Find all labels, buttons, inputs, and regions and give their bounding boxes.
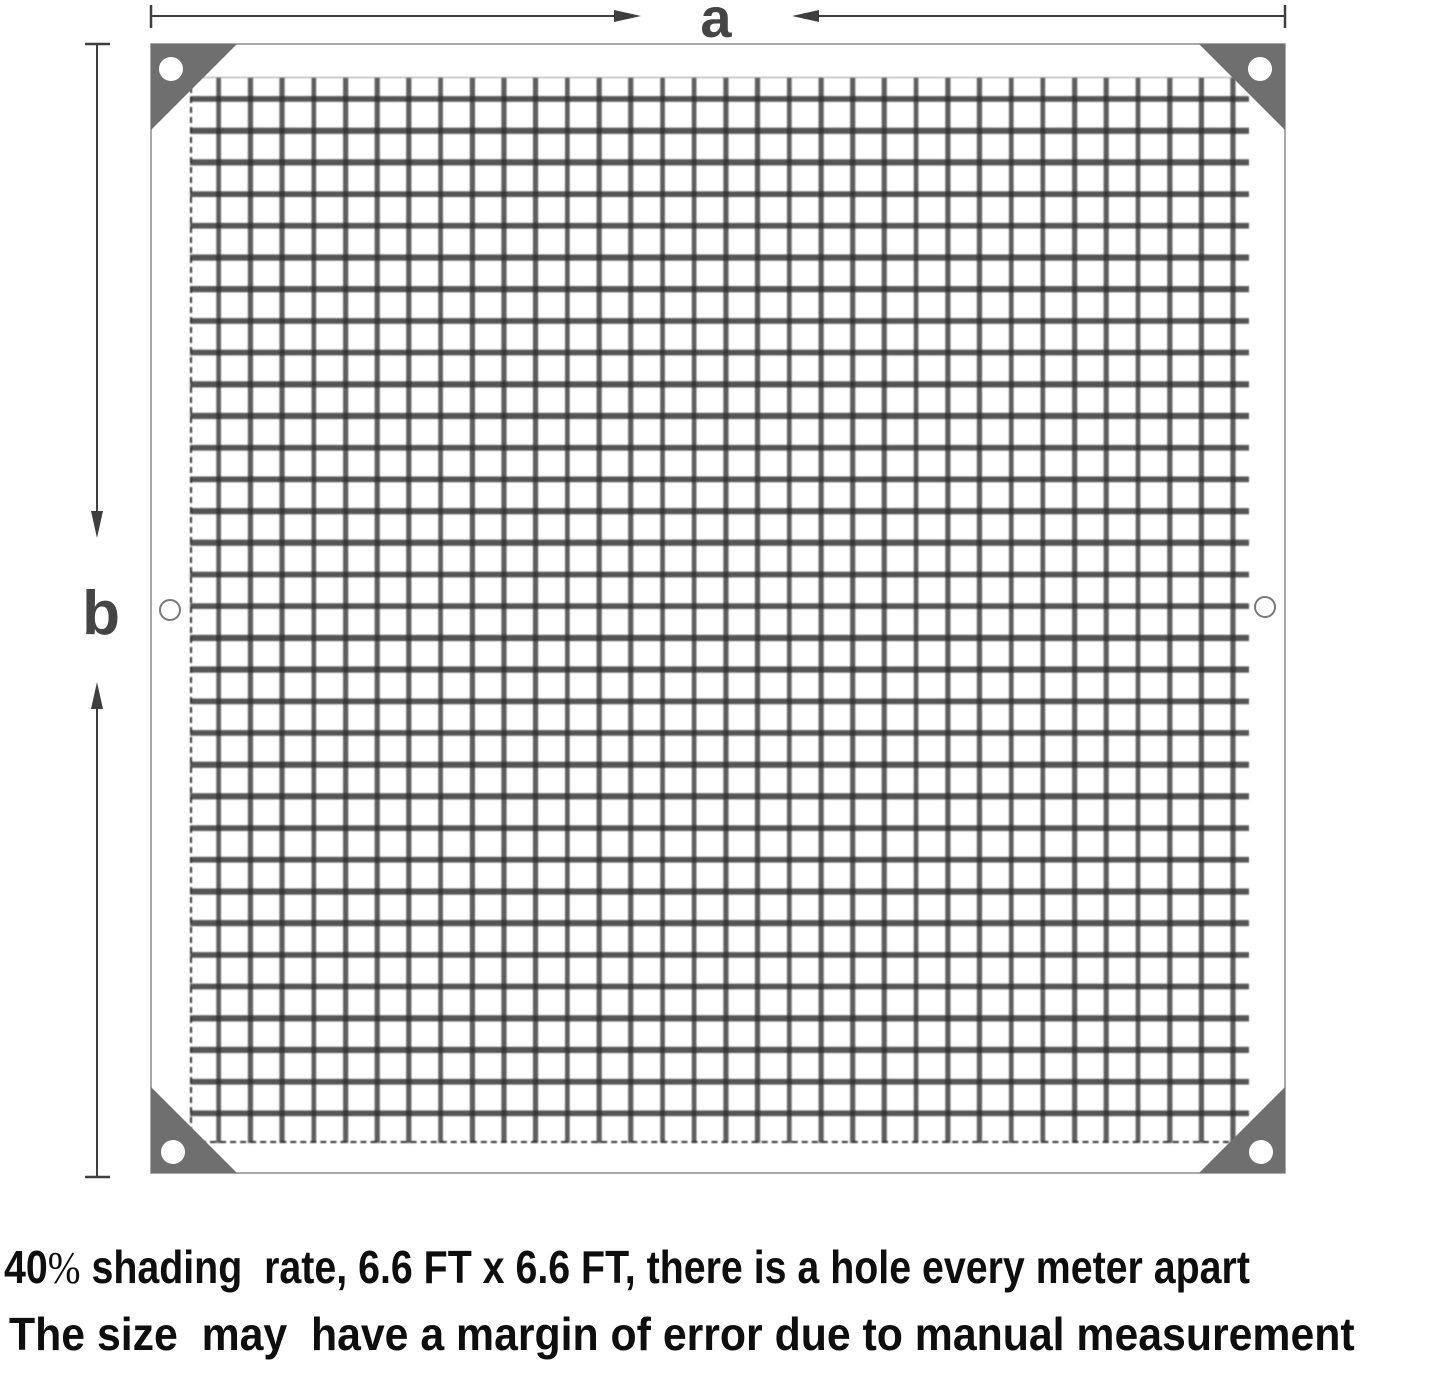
corner-patch-top-right: [1199, 44, 1285, 130]
grommet-hole-left-edge: [159, 599, 181, 621]
caption-line-2: The size may have a margin of error due …: [9, 1308, 1355, 1360]
dimension-a-right-arrowhead-icon: [614, 10, 641, 22]
dimension-a-left-arrowhead-icon: [792, 10, 819, 22]
grommet-hole-top-right: [1248, 57, 1272, 81]
dimension-b-label: b: [82, 579, 120, 648]
caption-shading-rate-text: shading rate, 6.6 FT x 6.6 FT, there is …: [80, 1241, 1250, 1293]
corner-patch-bottom-right: [1199, 1087, 1285, 1173]
caption-shading-rate-number: 40: [4, 1241, 48, 1293]
corner-patch-top-left: [151, 44, 237, 130]
shade-net-mesh: [190, 77, 1249, 1143]
caption-line-1: 40% shading rate, 6.6 FT x 6.6 FT, there…: [4, 1244, 1250, 1291]
grommet-hole-bottom-left: [161, 1140, 185, 1164]
dimension-b-down-arrowhead-icon: [91, 511, 103, 538]
dimension-a-label: a: [700, 0, 732, 49]
tarp-outline: [150, 43, 1286, 1174]
grommet-hole-top-left: [159, 57, 183, 81]
grommet-hole-right-edge: [1254, 596, 1276, 618]
dimension-b-up-arrowhead-icon: [91, 682, 103, 709]
grommet-hole-bottom-right: [1249, 1140, 1273, 1164]
corner-patch-bottom-left: [151, 1087, 237, 1173]
caption-percent-sign: %: [47, 1242, 81, 1293]
